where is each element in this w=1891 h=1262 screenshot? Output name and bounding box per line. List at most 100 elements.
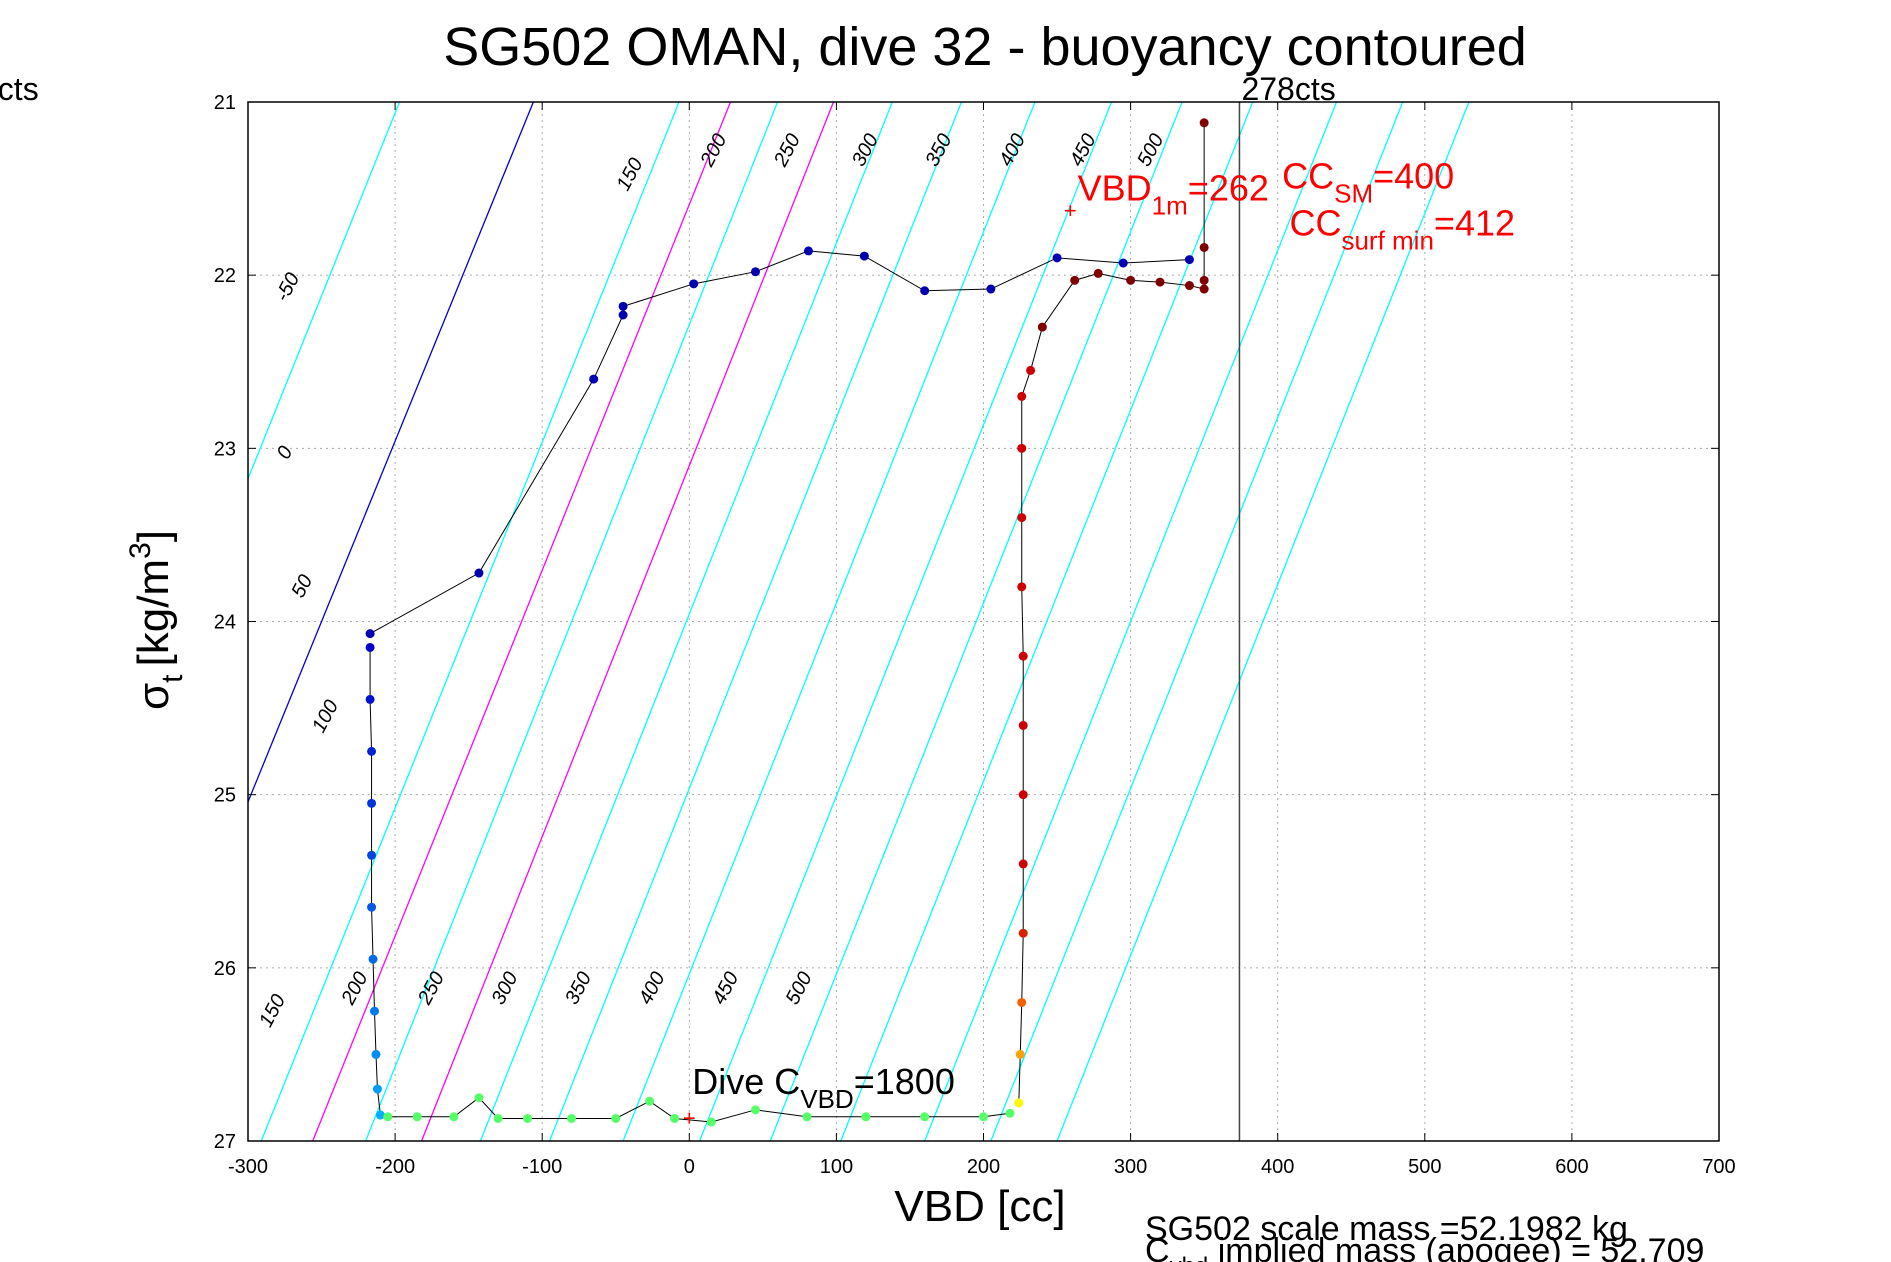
svg-text:σt[kg/m3]: σt [kg/m3]	[124, 530, 189, 710]
contour-line	[248, 102, 401, 481]
contour-line	[840, 102, 1254, 1141]
bottom-point	[449, 1112, 459, 1122]
contour-label: 0	[273, 443, 298, 463]
contour-label: 500	[782, 968, 817, 1008]
descent-point	[367, 746, 377, 756]
contour-line	[479, 102, 893, 1141]
climb-point	[1184, 281, 1194, 291]
x-axis-label: VBD [cc]	[894, 1182, 1065, 1231]
y-axis-label-close: ]	[129, 530, 178, 542]
climb-point	[1026, 365, 1036, 375]
buoyancy-contours	[248, 102, 1470, 1141]
bottom-point	[611, 1113, 621, 1123]
cts-line-label: 278cts	[1241, 71, 1335, 107]
contour-line	[548, 102, 963, 1141]
annotation-tail: =1800	[854, 1061, 955, 1102]
descent-point	[367, 798, 377, 808]
markers: ++	[683, 198, 1077, 1130]
annotation-text: VBD	[1078, 168, 1152, 209]
descent-point	[372, 1084, 382, 1094]
contour-line	[698, 102, 1113, 1141]
climb-line	[1018, 122, 1205, 1103]
climb-point	[1199, 242, 1209, 252]
bottom-point	[750, 1105, 760, 1115]
dive-track-point	[618, 310, 628, 320]
x-tick-label: -200	[375, 1156, 415, 1178]
bottom-point	[474, 1093, 484, 1103]
climb-point	[1018, 651, 1028, 661]
dive-track-point	[474, 568, 484, 578]
contour-label: 500	[1133, 130, 1168, 170]
climb-point	[1018, 859, 1028, 869]
contour-labels: -50 0 50 100 150 200 250 300 350 400 450 500 150 200 2…	[255, 130, 1168, 1030]
annotation-text: CC	[1289, 202, 1341, 243]
contour-line	[924, 102, 1338, 1141]
contour-line	[622, 102, 1036, 1141]
descent-point	[371, 1049, 381, 1059]
annotation-tail: =412	[1434, 202, 1515, 243]
y-axis-label-sub: t	[156, 674, 189, 683]
dive-track-line	[369, 250, 1190, 635]
climb-point	[1155, 277, 1165, 287]
annotation-text: CC	[1282, 156, 1334, 197]
descent-point	[367, 850, 377, 860]
contour-line	[365, 102, 779, 1141]
climb-point	[1199, 118, 1209, 128]
climb-point	[1037, 322, 1047, 332]
contour-label: 350	[561, 968, 596, 1008]
cts-reference-line: 278cts	[1238, 71, 1336, 1141]
annotation: Dive CVBD=1800	[692, 1061, 955, 1114]
climb-point	[1093, 268, 1103, 278]
contour-label: 400	[635, 968, 670, 1008]
x-tick-label: 600	[1555, 1156, 1588, 1178]
dive-profiles	[365, 118, 1209, 1127]
dive-track-point	[920, 286, 930, 296]
dive-track-point	[859, 251, 869, 261]
contour-line	[248, 102, 534, 804]
climb-point	[1018, 790, 1028, 800]
contour-label: 300	[848, 130, 883, 170]
bottom-point	[383, 1112, 393, 1122]
plus-marker: +	[683, 1105, 696, 1130]
x-axis-ticks: -300 -200 -100 0 100 200 300 400 500 600 700	[228, 102, 1736, 1178]
x-tick-label: -100	[522, 1156, 562, 1178]
x-tick-label: 400	[1261, 1156, 1294, 1178]
annotation-text: Dive C	[692, 1061, 800, 1102]
y-tick-label: 26	[214, 958, 236, 980]
climb-point	[1018, 928, 1028, 938]
dive-track-point	[1052, 253, 1062, 263]
contour-label: 250	[413, 968, 449, 1009]
climb-point	[1199, 275, 1209, 285]
annotation-sub: SM	[1334, 179, 1373, 209]
contour-line	[1056, 102, 1470, 1141]
annotation-tail: =400	[1373, 156, 1454, 197]
y-tick-label: 25	[214, 785, 236, 807]
contour-label: 200	[696, 130, 732, 171]
annotation-sub: 1m	[1152, 191, 1188, 221]
y-tick-label: 22	[214, 265, 236, 287]
climb-point	[1070, 275, 1080, 285]
footer-implied-mass-sub: vbd	[1170, 1253, 1209, 1262]
x-tick-label: -300	[228, 1156, 268, 1178]
descent-point	[375, 1110, 385, 1120]
contour-label: 300	[487, 968, 522, 1008]
bottom-point	[920, 1112, 930, 1122]
bottom-point	[493, 1113, 503, 1123]
footer-implied-mass: Cvbd implied mass (apogee) = 52.709	[1145, 1232, 1704, 1262]
bottom-point	[645, 1096, 655, 1106]
x-tick-label: 0	[684, 1156, 695, 1178]
descent-point	[368, 954, 378, 964]
contour-label: 200	[337, 968, 373, 1009]
y-tick-label: 21	[214, 92, 236, 114]
plus-marker: +	[1064, 198, 1077, 223]
climb-point	[1017, 997, 1027, 1007]
x-tick-label: 200	[967, 1156, 1000, 1178]
dive-track-point	[589, 374, 599, 384]
bottom-point	[670, 1113, 680, 1123]
y-tick-label: 23	[214, 438, 236, 460]
descent-line	[369, 647, 381, 1116]
x-tick-label: 300	[1114, 1156, 1147, 1178]
y-axis-label-sup: 3	[124, 542, 157, 559]
